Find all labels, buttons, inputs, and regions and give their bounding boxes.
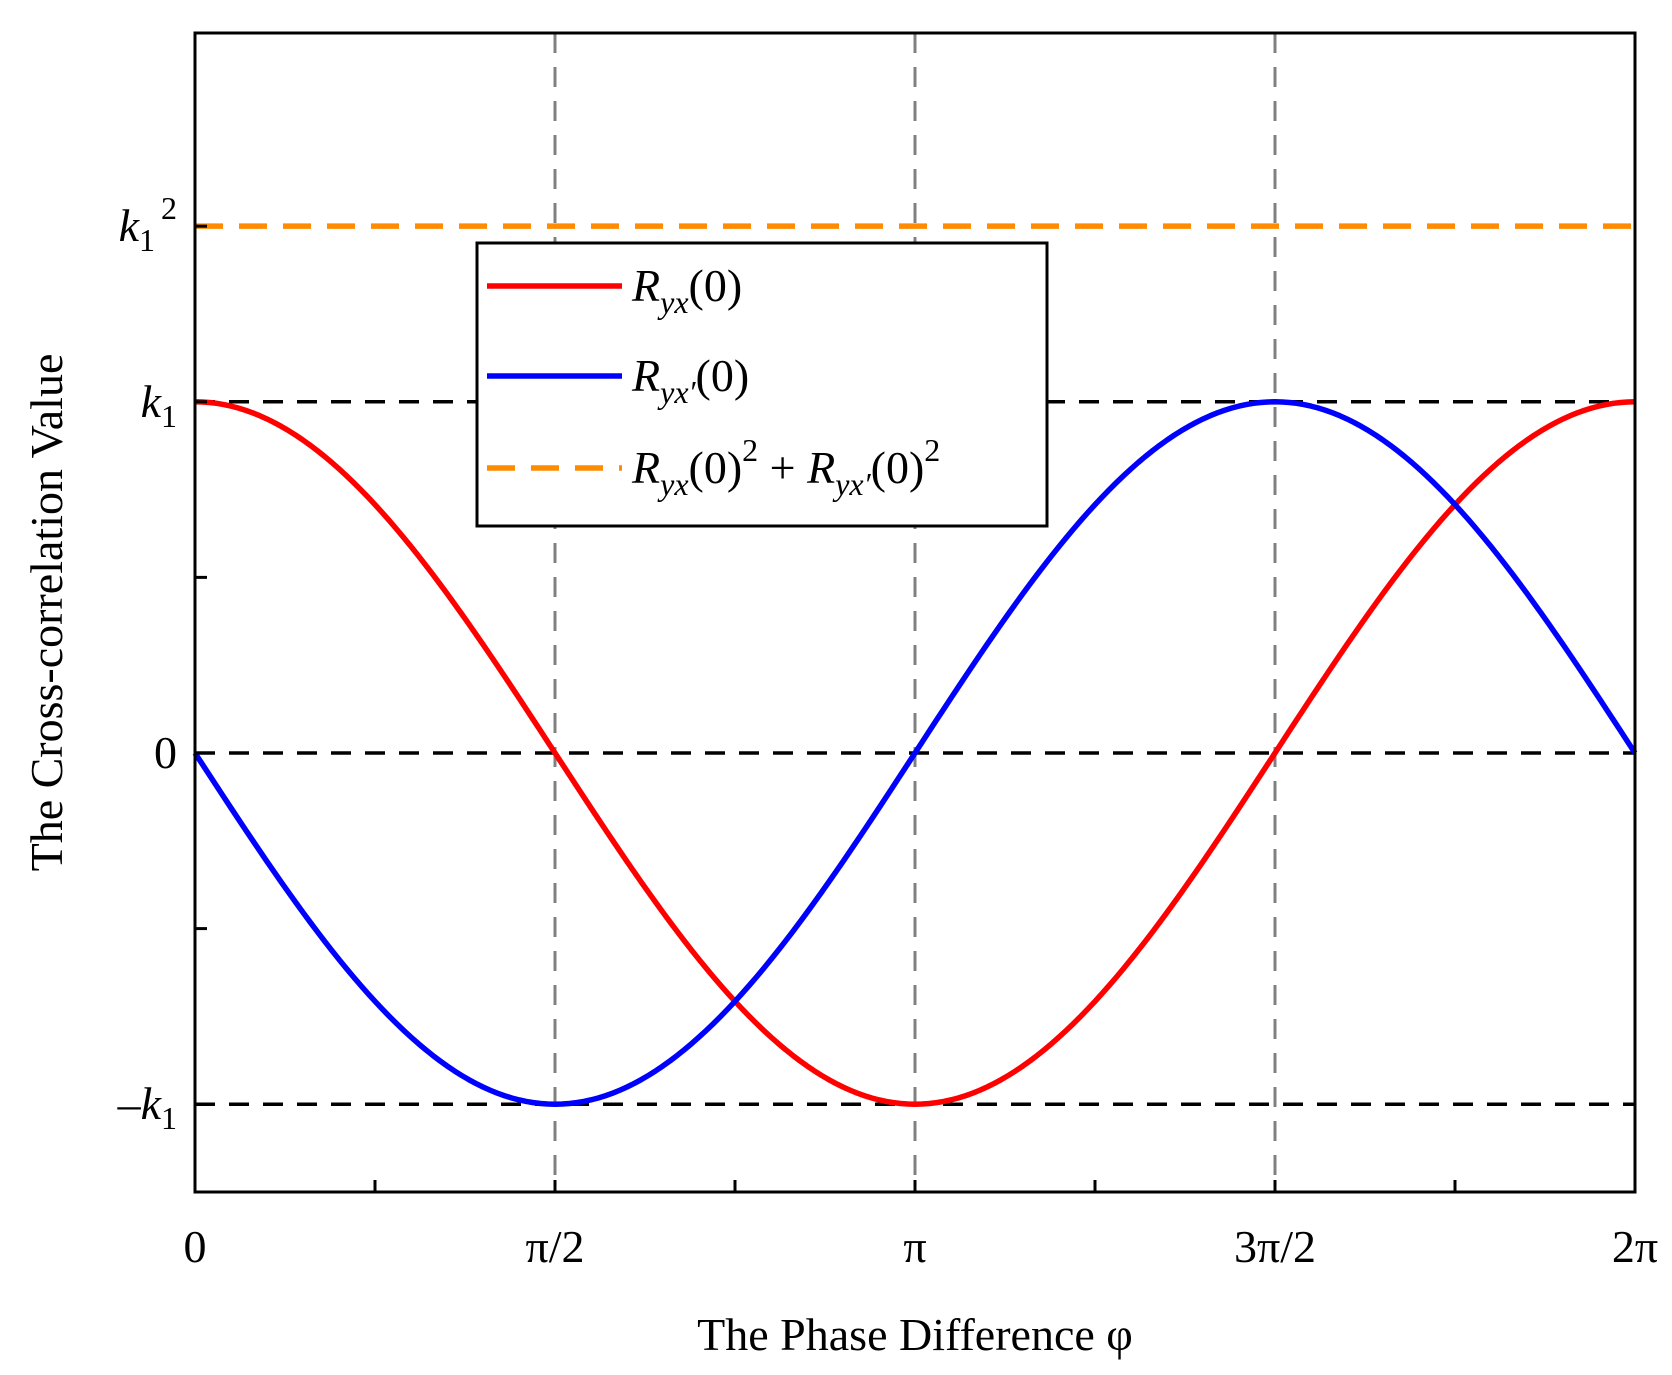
x-tick-label-4: 2π: [1612, 1221, 1658, 1272]
legend-box: [475, 241, 1049, 528]
series-line-0: [194, 399, 1636, 1107]
legend: Ryx(0) Ryx′(0) Ryx(0)2 + Ryx′(0)2: [475, 241, 1049, 528]
y-tick-label-1: k1: [141, 376, 177, 434]
x-tick-label-0: 0: [184, 1221, 207, 1272]
y-tick-label-3: –k1: [117, 1078, 177, 1136]
series-line-1: [192, 399, 1638, 1107]
x-tick-label-2: π: [903, 1221, 926, 1272]
x-axis-title: The Phase Difference φ: [697, 1309, 1133, 1360]
legend-label-0: Ryx(0): [631, 260, 742, 320]
x-tick-label-3: 3π/2: [1234, 1221, 1316, 1272]
legend-label-2: Ryx(0)2 + Ryx′(0)2: [631, 432, 940, 502]
series-layer: [192, 223, 1638, 1107]
legend-label-1: Ryx′(0): [631, 350, 749, 410]
y-tick-label-2: 0: [154, 727, 177, 778]
y-axis-title: The Cross-correlation Value: [21, 354, 72, 872]
reference-lines: [195, 33, 1635, 1192]
x-tick-label-1: π/2: [525, 1221, 584, 1272]
y-tick-label-0: k12: [119, 190, 177, 258]
axes-layer: 0 π/2 π 3π/2 2π k12 k1 0 –k1: [117, 31, 1658, 1272]
